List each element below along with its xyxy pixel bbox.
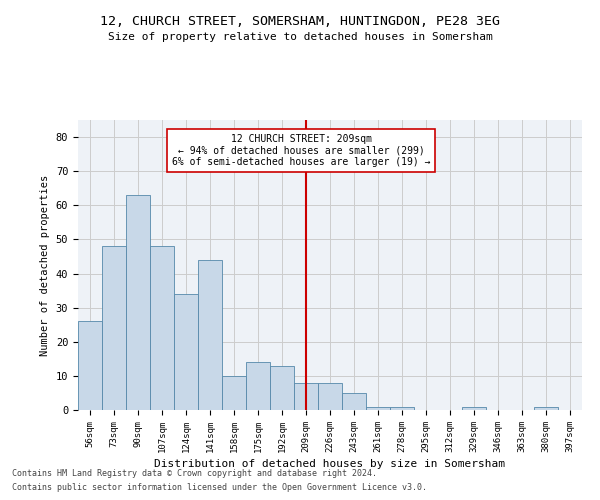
Bar: [246, 362, 270, 410]
Text: Contains HM Land Registry data © Crown copyright and database right 2024.: Contains HM Land Registry data © Crown c…: [12, 468, 377, 477]
Bar: [462, 406, 486, 410]
Bar: [534, 406, 558, 410]
Bar: [78, 322, 102, 410]
Bar: [270, 366, 294, 410]
Bar: [318, 382, 342, 410]
Y-axis label: Number of detached properties: Number of detached properties: [40, 174, 50, 356]
Bar: [198, 260, 222, 410]
Text: 12, CHURCH STREET, SOMERSHAM, HUNTINGDON, PE28 3EG: 12, CHURCH STREET, SOMERSHAM, HUNTINGDON…: [100, 15, 500, 28]
Bar: [102, 246, 126, 410]
Bar: [174, 294, 198, 410]
Bar: [366, 406, 390, 410]
Bar: [222, 376, 246, 410]
Bar: [126, 195, 150, 410]
Text: Size of property relative to detached houses in Somersham: Size of property relative to detached ho…: [107, 32, 493, 42]
Text: Contains public sector information licensed under the Open Government Licence v3: Contains public sector information licen…: [12, 484, 427, 492]
X-axis label: Distribution of detached houses by size in Somersham: Distribution of detached houses by size …: [155, 459, 505, 469]
Bar: [390, 406, 414, 410]
Bar: [342, 393, 366, 410]
Text: 12 CHURCH STREET: 209sqm
← 94% of detached houses are smaller (299)
6% of semi-d: 12 CHURCH STREET: 209sqm ← 94% of detach…: [172, 134, 430, 167]
Bar: [150, 246, 174, 410]
Bar: [294, 382, 318, 410]
